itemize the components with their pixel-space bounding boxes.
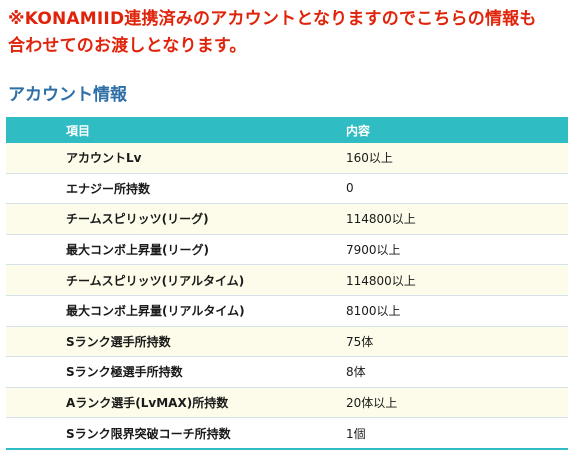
row-item: Sランク限界突破コーチ所持数 bbox=[6, 417, 342, 450]
section-title: アカウント情報 bbox=[8, 85, 127, 105]
table-row: Aランク選手(LvMAX)所持数 20体以上 bbox=[6, 387, 568, 419]
notice-text: ※KONAMIID連携済みのアカウントとなりますのでこちらの情報も 合わせてのお… bbox=[8, 6, 568, 60]
row-item: 最大コンボ上昇量(リアルタイム) bbox=[6, 295, 342, 327]
row-value: 8体 bbox=[342, 356, 568, 388]
row-item: エナジー所持数 bbox=[6, 173, 342, 205]
notice-line-1: ※KONAMIID連携済みのアカウントとなりますのでこちらの情報も bbox=[8, 9, 537, 29]
row-value: 0 bbox=[342, 173, 568, 205]
table-row: チームスピリッツ(リアルタイム) 114800以上 bbox=[6, 264, 568, 296]
table-row: アカウントLv 160以上 bbox=[6, 143, 568, 174]
row-value: 75体 bbox=[342, 326, 568, 358]
row-value: 160以上 bbox=[342, 143, 568, 174]
row-value: 1個 bbox=[342, 417, 568, 450]
row-value: 7900以上 bbox=[342, 234, 568, 266]
table-row: Sランク選手所持数 75体 bbox=[6, 326, 568, 358]
notice-line-2: 合わせてのお渡しとなります。 bbox=[8, 36, 247, 56]
row-value: 8100以上 bbox=[342, 295, 568, 327]
row-item: チームスピリッツ(リーグ) bbox=[6, 203, 342, 235]
row-value: 114800以上 bbox=[342, 203, 568, 235]
row-value: 114800以上 bbox=[342, 264, 568, 296]
row-item: 最大コンボ上昇量(リーグ) bbox=[6, 234, 342, 266]
row-item: チームスピリッツ(リアルタイム) bbox=[6, 264, 342, 296]
header-item: 項目 bbox=[6, 117, 342, 143]
table-header-row: 項目 内容 bbox=[6, 117, 568, 143]
row-item: Sランク選手所持数 bbox=[6, 326, 342, 358]
account-info-table: 項目 内容 アカウントLv 160以上 エナジー所持数 0 チームスピリッツ(リ… bbox=[6, 117, 568, 450]
header-value: 内容 bbox=[342, 117, 568, 143]
table-row: エナジー所持数 0 bbox=[6, 173, 568, 205]
row-value: 20体以上 bbox=[342, 387, 568, 419]
table-row: チームスピリッツ(リーグ) 114800以上 bbox=[6, 203, 568, 235]
table-row: Sランク極選手所持数 8体 bbox=[6, 356, 568, 388]
table-row: 最大コンボ上昇量(リーグ) 7900以上 bbox=[6, 234, 568, 266]
row-item: Sランク極選手所持数 bbox=[6, 356, 342, 388]
row-item: Aランク選手(LvMAX)所持数 bbox=[6, 387, 342, 419]
table-row: 最大コンボ上昇量(リアルタイム) 8100以上 bbox=[6, 295, 568, 327]
table-row: Sランク限界突破コーチ所持数 1個 bbox=[6, 417, 568, 450]
row-item: アカウントLv bbox=[6, 143, 342, 174]
